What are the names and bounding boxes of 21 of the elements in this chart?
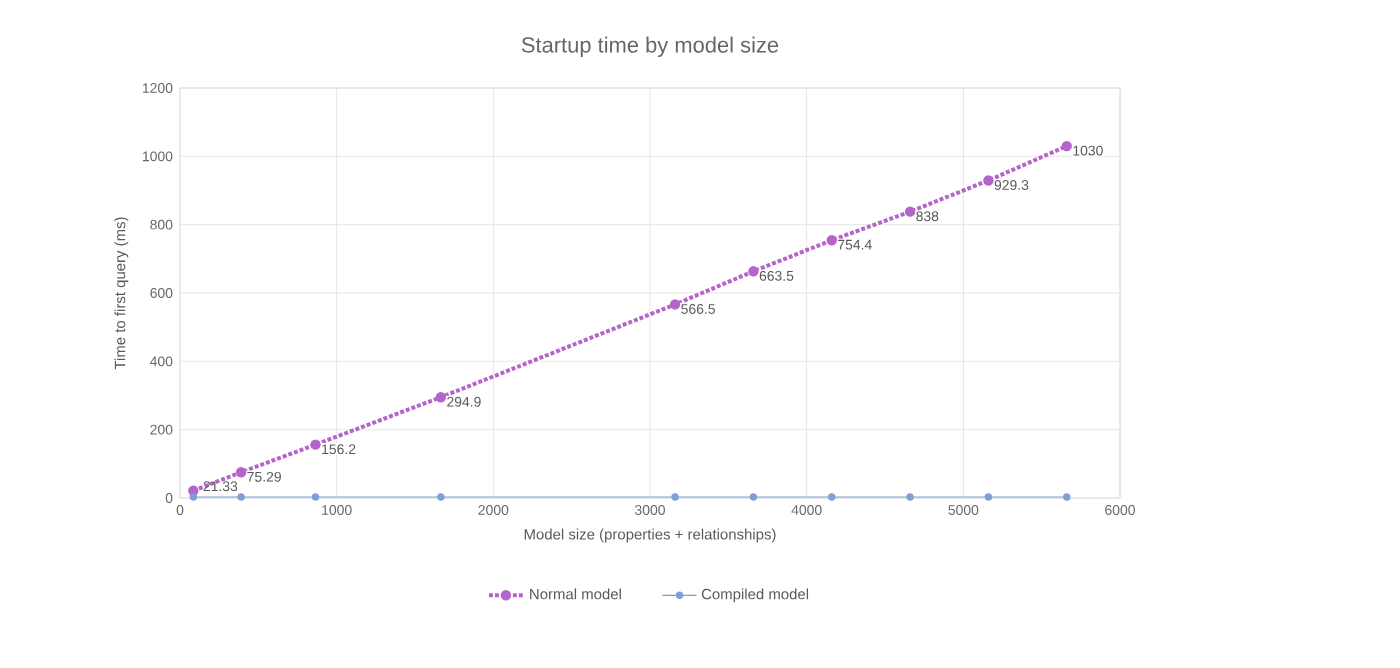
point <box>906 493 914 501</box>
point <box>189 493 198 501</box>
point <box>435 392 447 403</box>
point <box>826 235 837 246</box>
point <box>749 493 758 501</box>
point <box>237 493 245 501</box>
point <box>235 467 247 478</box>
chart-title: Startup time by model size <box>521 36 779 57</box>
point <box>671 493 679 501</box>
point <box>1062 493 1071 501</box>
point <box>748 266 759 277</box>
point <box>984 493 993 501</box>
point <box>1061 140 1072 152</box>
point <box>827 493 836 501</box>
point <box>437 493 445 501</box>
point <box>188 485 199 496</box>
point <box>904 206 916 217</box>
point <box>311 493 320 501</box>
point <box>669 299 681 310</box>
point <box>983 175 994 186</box>
point <box>310 439 321 450</box>
